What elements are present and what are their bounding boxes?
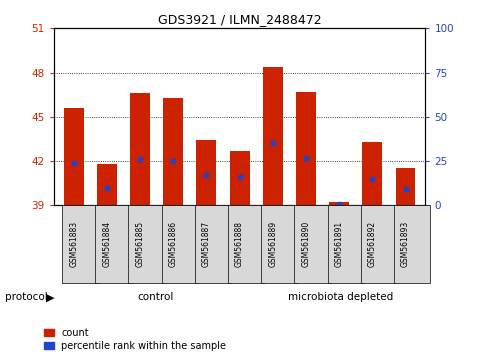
Text: ▶: ▶ — [45, 292, 54, 302]
Text: GSM561887: GSM561887 — [202, 221, 210, 267]
Bar — [130, 93, 150, 205]
FancyBboxPatch shape — [327, 205, 363, 283]
FancyBboxPatch shape — [294, 205, 330, 283]
Text: GSM561883: GSM561883 — [69, 221, 78, 267]
Bar — [163, 98, 183, 205]
Text: GSM561892: GSM561892 — [367, 221, 376, 267]
Bar — [63, 108, 83, 205]
Text: protocol: protocol — [5, 292, 47, 302]
Bar — [97, 164, 117, 205]
Text: GSM561890: GSM561890 — [301, 221, 310, 267]
FancyBboxPatch shape — [261, 205, 297, 283]
FancyBboxPatch shape — [128, 205, 164, 283]
Text: microbiota depleted: microbiota depleted — [288, 292, 393, 302]
FancyBboxPatch shape — [194, 205, 231, 283]
Bar — [395, 169, 415, 205]
Bar — [328, 202, 348, 205]
FancyBboxPatch shape — [393, 205, 429, 283]
Text: GSM561889: GSM561889 — [268, 221, 277, 267]
Legend: count, percentile rank within the sample: count, percentile rank within the sample — [44, 328, 226, 351]
Text: GSM561886: GSM561886 — [168, 221, 177, 267]
FancyBboxPatch shape — [95, 205, 131, 283]
Bar — [196, 141, 216, 205]
FancyBboxPatch shape — [360, 205, 396, 283]
Bar — [295, 92, 315, 205]
Bar — [229, 151, 249, 205]
Text: GSM561891: GSM561891 — [334, 221, 343, 267]
Bar — [263, 67, 282, 205]
Text: GSM561885: GSM561885 — [135, 221, 144, 267]
Bar — [362, 142, 382, 205]
Text: GSM561884: GSM561884 — [102, 221, 111, 267]
FancyBboxPatch shape — [62, 205, 99, 283]
Title: GDS3921 / ILMN_2488472: GDS3921 / ILMN_2488472 — [158, 13, 321, 26]
Text: control: control — [137, 292, 173, 302]
FancyBboxPatch shape — [227, 205, 264, 283]
FancyBboxPatch shape — [162, 205, 198, 283]
Text: GSM561888: GSM561888 — [235, 221, 244, 267]
Text: GSM561893: GSM561893 — [400, 221, 409, 267]
